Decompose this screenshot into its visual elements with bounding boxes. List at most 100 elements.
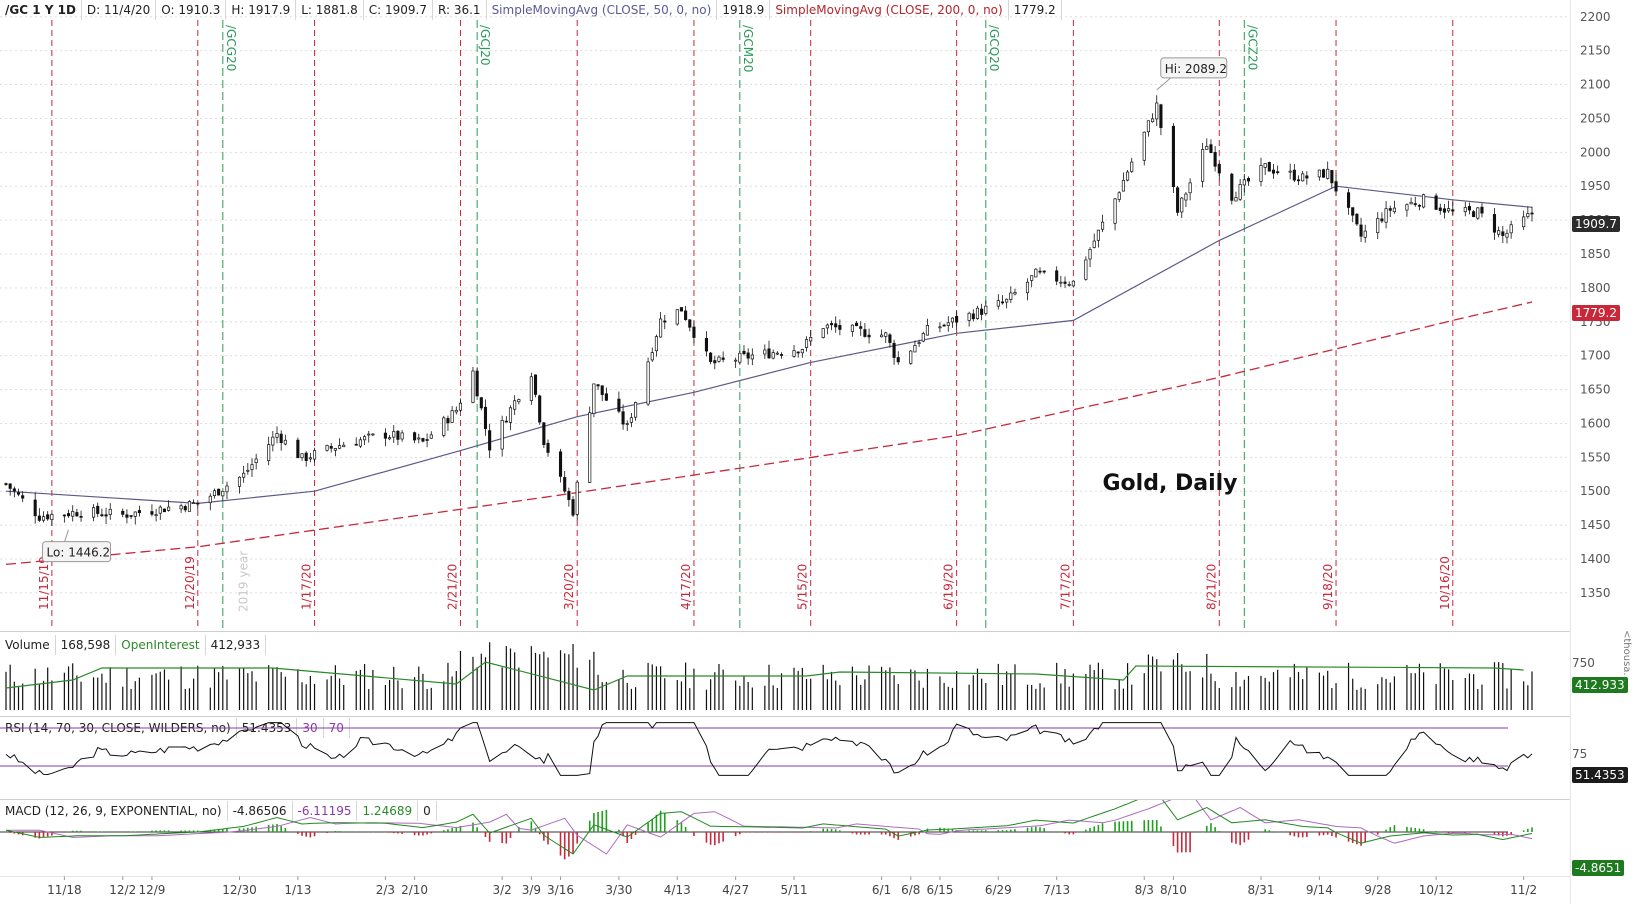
candle (1201, 142, 1205, 188)
sma50-study-label[interactable]: SimpleMovingAvg (CLOSE, 50, 0, no) (487, 0, 718, 20)
candle (1292, 164, 1296, 182)
candle (834, 316, 838, 333)
candle-body (1497, 230, 1501, 235)
candle (750, 348, 754, 366)
macd-label[interactable]: MACD (12, 26, 9, EXPONENTIAL, no) (0, 801, 228, 821)
candle (1267, 161, 1271, 172)
panel-divider[interactable] (0, 716, 1570, 717)
volume-label[interactable]: Volume (0, 635, 56, 655)
candle (329, 443, 333, 453)
macd-value-line (5, 800, 1533, 855)
macd-chart[interactable] (0, 800, 1570, 874)
candle-body (1230, 173, 1234, 201)
time-axis-label: 4/13 (664, 883, 691, 897)
candle (338, 438, 342, 450)
candle (1005, 298, 1009, 309)
candle-body (1447, 208, 1451, 212)
volume-chart[interactable] (0, 632, 1570, 714)
candle-body (575, 481, 579, 515)
candle-body (588, 412, 592, 483)
candle-body (1467, 206, 1472, 211)
candle-body (100, 514, 104, 517)
candle-body (1101, 221, 1105, 230)
candle-body (909, 350, 913, 364)
symbol-label[interactable]: /GC 1 Y 1D (0, 0, 82, 20)
candle-body (942, 324, 946, 327)
candle (1409, 197, 1413, 205)
candle-body (246, 469, 250, 472)
candle (1113, 198, 1117, 231)
candle-body (154, 514, 158, 517)
candle-body (429, 434, 433, 439)
candle-body (792, 350, 796, 357)
sma200-study-label[interactable]: SimpleMovingAvg (CLOSE, 200, 0, no) (770, 0, 1009, 20)
oi-value: 412,933 (206, 635, 267, 655)
candle-body (625, 423, 629, 425)
panel-divider[interactable] (0, 631, 1570, 632)
time-axis-label: 10/12 (1419, 883, 1454, 897)
candle-body (150, 511, 154, 515)
candle (383, 428, 387, 447)
candle-body (254, 458, 258, 464)
candle-body (542, 422, 546, 445)
candle (600, 385, 604, 401)
candle-body (1201, 149, 1205, 182)
candle (1038, 267, 1042, 275)
candle (371, 433, 375, 437)
time-axis-label: 6/1 (872, 883, 891, 897)
candle-body (1213, 151, 1217, 167)
candle (1476, 206, 1480, 220)
time-axis[interactable]: 11/18 12/2 12/9 12/30 1/13 2/3 2/10 3/2 3/9 3/16 3… (0, 876, 1570, 904)
candle (242, 465, 246, 483)
candle (1442, 203, 1446, 219)
time-axis-label: 1/13 (284, 883, 311, 897)
candle-body (329, 446, 333, 449)
candle (1447, 200, 1451, 213)
macd-header: MACD (12, 26, 9, EXPONENTIAL, no) -4.865… (0, 801, 437, 821)
candle (996, 294, 1000, 310)
oi-label[interactable]: OpenInterest (116, 635, 206, 655)
panel-divider[interactable] (0, 799, 1570, 800)
macd-value: -4.86506 (228, 801, 293, 821)
candle (100, 508, 104, 517)
price-axis[interactable]: 1350 1400 1450 1500 1550 1600 1650 1700 1750 1800… (1570, 0, 1634, 904)
candle (563, 471, 567, 494)
candle-body (634, 402, 638, 418)
candle (221, 490, 225, 501)
candle (400, 430, 404, 442)
candle-body (1121, 179, 1125, 192)
candle (421, 437, 425, 443)
candle (913, 340, 917, 353)
candle-body (367, 433, 371, 436)
candle-body (1359, 224, 1363, 237)
candle (429, 431, 433, 439)
candle (192, 499, 196, 505)
candle (37, 508, 41, 522)
candle-body (1476, 207, 1480, 219)
candle-body (1451, 209, 1455, 212)
candle (838, 319, 842, 336)
candle (308, 452, 312, 463)
candle-body (279, 433, 283, 444)
candle-body (471, 370, 475, 403)
candle-body (421, 438, 425, 442)
candle-body (688, 319, 692, 328)
candle-body (504, 420, 508, 423)
candle (1246, 176, 1251, 186)
candle-body (450, 410, 454, 423)
macd-diff: 1.24689 (357, 801, 419, 821)
candle-body (1288, 170, 1292, 173)
candle (980, 303, 984, 321)
price-chart[interactable]: 11/15/19 12/20/19 1/17/20 2/21/20 3/20/20 4/1… (0, 0, 1570, 630)
candle (1238, 178, 1242, 201)
time-axis-label: 11/18 (47, 883, 82, 897)
candle-body (538, 395, 542, 423)
expiration-date-label: 8/21/20 (1204, 564, 1218, 610)
candle-body (1034, 268, 1038, 278)
candle (1321, 168, 1326, 178)
candle-body (388, 437, 392, 440)
rsi-chart[interactable] (0, 717, 1570, 797)
candle-body (66, 513, 71, 517)
candle-body (596, 384, 600, 387)
candle-body (108, 508, 112, 515)
